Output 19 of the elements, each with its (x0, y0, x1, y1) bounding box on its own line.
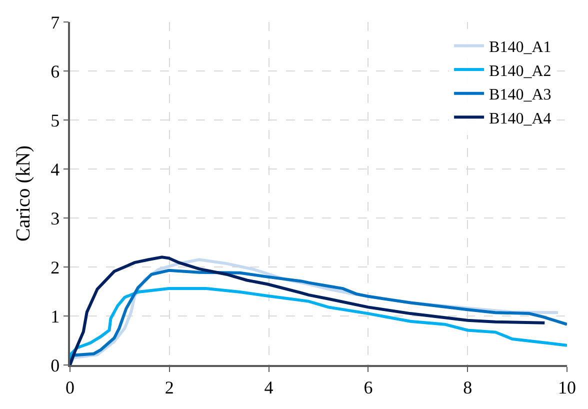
y-tick-label: 2 (50, 257, 60, 278)
x-tick-label: 8 (463, 377, 472, 398)
y-axis-title: Carico (kN) (12, 145, 35, 242)
x-tick-label: 10 (558, 377, 576, 398)
legend-label: B140_A3 (489, 86, 552, 104)
y-tick-label: 6 (50, 61, 60, 82)
x-tick-label: 6 (364, 377, 373, 398)
y-tick-label: 5 (50, 110, 60, 130)
legend-label: B140_A4 (489, 110, 552, 128)
x-tick-label: 4 (264, 377, 274, 398)
y-tick-label: 1 (50, 306, 60, 326)
y-tick-label: 3 (50, 208, 60, 228)
y-tick-label: 7 (50, 12, 60, 32)
x-tick-label: 0 (66, 377, 74, 398)
y-tick-label: 0 (50, 355, 60, 376)
y-tick-label: 4 (50, 159, 60, 180)
x-tick-label: 2 (164, 377, 174, 398)
legend-label: B140_A1 (489, 39, 552, 56)
legend-label: B140_A2 (489, 62, 552, 80)
